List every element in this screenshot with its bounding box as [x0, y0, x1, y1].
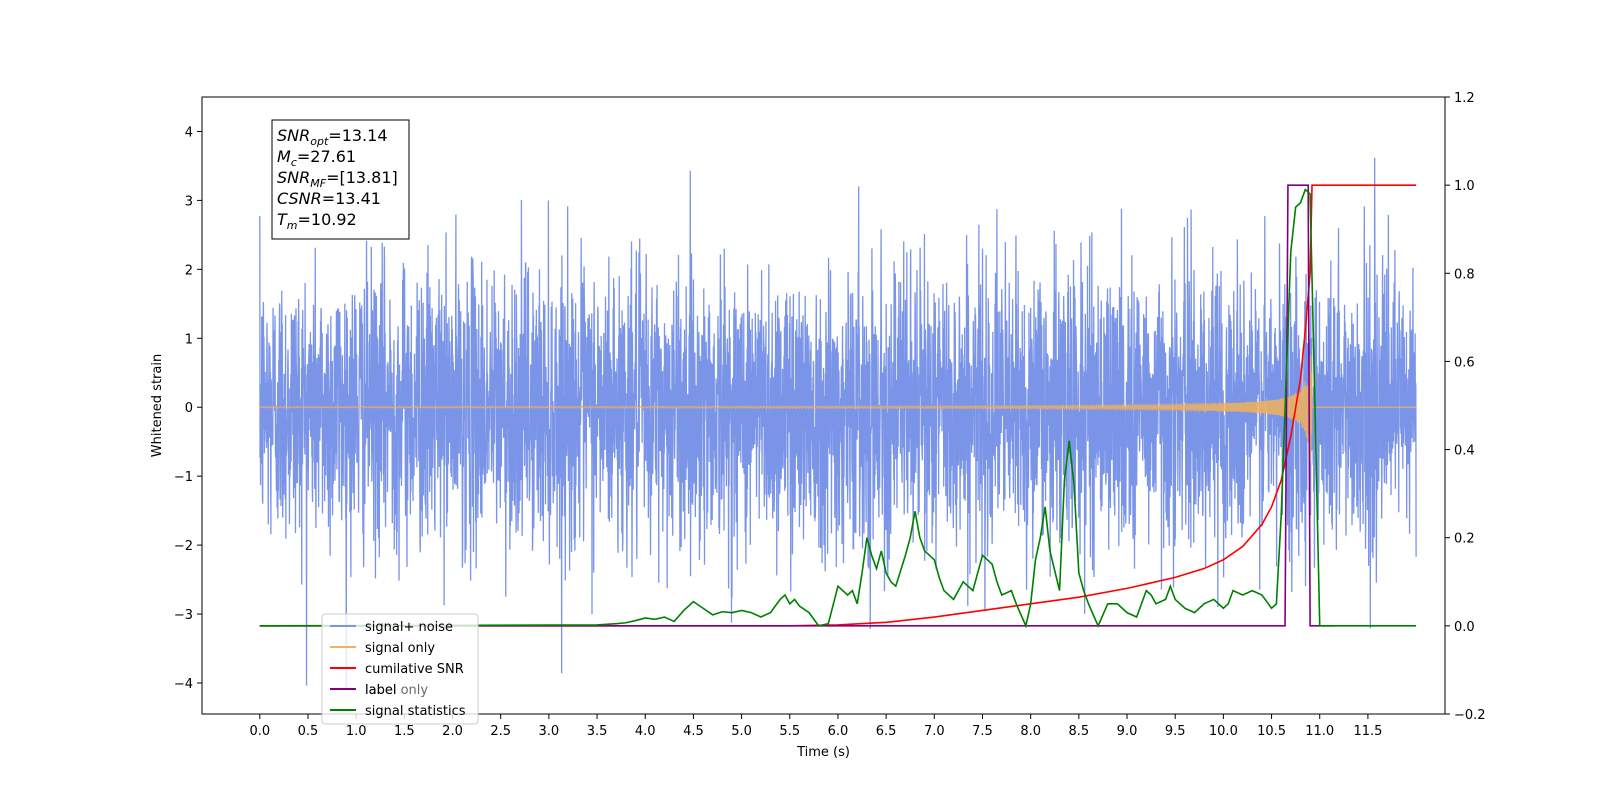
- x-tick-label: 6.0: [828, 724, 849, 739]
- y-tick-label: −4: [174, 677, 193, 692]
- series-signal-noise-line: [259, 157, 1417, 690]
- y2-tick-label: 0.0: [1454, 620, 1475, 635]
- annotation-line: CSNR=13.41: [277, 189, 381, 208]
- annotation-subscript: m: [287, 219, 298, 232]
- y-tick-label: 2: [185, 263, 193, 278]
- x-tick-label: 5.0: [731, 724, 752, 739]
- x-tick-label: 8.5: [1069, 724, 1090, 739]
- annotation-symbol: SNR: [277, 126, 310, 145]
- legend-label: signal only: [365, 641, 435, 656]
- legend-frame: [321, 613, 479, 725]
- annotation-line: SNRMF=[13.81]: [277, 168, 398, 190]
- annotation-value: =13.41: [322, 189, 381, 208]
- series-cumulative-snr-line: [259, 184, 1417, 627]
- x-tick-label: 3.5: [587, 724, 608, 739]
- y2-tick-label: 1.0: [1454, 179, 1475, 194]
- series-label-line: [259, 184, 1335, 627]
- annotation-line: Tm=10.92: [277, 210, 357, 232]
- legend-label: label: [365, 683, 396, 698]
- x-tick-label: 10.0: [1209, 724, 1238, 739]
- annotation-line: Mc=27.61: [277, 147, 356, 169]
- x-tick-label: 10.5: [1257, 724, 1286, 739]
- y-tick-label: −2: [174, 539, 193, 554]
- y2-tick-label: 0.4: [1454, 444, 1475, 459]
- x-tick-label: 6.5: [876, 724, 897, 739]
- legend-label: signal+ noise: [365, 620, 453, 635]
- y2-tick-label: −0.2: [1454, 708, 1486, 723]
- axes-frame: [201, 96, 1446, 715]
- x-tick-label: 7.0: [924, 724, 945, 739]
- x-tick-label: 8.0: [1020, 724, 1041, 739]
- x-tick-label: 1.5: [394, 724, 415, 739]
- annotation-symbol: SNR: [277, 168, 310, 187]
- x-tick-label: 4.5: [683, 724, 704, 739]
- x-tick-label: 9.0: [1117, 724, 1138, 739]
- annotation-symbol: T: [277, 210, 288, 229]
- x-tick-label: 2.5: [490, 724, 511, 739]
- annotation-frame: [271, 119, 410, 240]
- legend-label: signal statistics: [365, 704, 466, 719]
- legend: signal+ noise signal only cumilative SNR la…: [321, 613, 479, 725]
- x-tick-label: 0.5: [298, 724, 319, 739]
- x-tick-label: 3.0: [539, 724, 560, 739]
- x-tick-label: 4.0: [635, 724, 656, 739]
- annotation-box: SNRopt=13.14Mc=27.61SNRMF=[13.81]CSNR=13…: [271, 119, 410, 240]
- annotation-line: SNRopt=13.14: [277, 126, 388, 148]
- legend-label: cumilative SNR: [365, 662, 464, 677]
- annotation-value: =13.14: [328, 126, 387, 145]
- x-tick-label: 11.0: [1305, 724, 1334, 739]
- x-axis-label: Time (s): [796, 745, 850, 760]
- annotation-subscript: c: [291, 156, 297, 169]
- y-tick-label: 3: [185, 194, 193, 209]
- x-tick-label: 5.5: [779, 724, 800, 739]
- axes: 0.0 0.5 1.0 1.5 2.0 2.5 3.0 3.5 4.0 4.5 5.0 5.5 6.0 6…: [150, 91, 1486, 760]
- y-axis-label: Whitened strain: [150, 354, 165, 457]
- y-tick-label: −3: [174, 608, 193, 623]
- series-signal-statistics-line: [259, 188, 1417, 629]
- annotation-subscript: MF: [310, 177, 326, 190]
- y-tick-label: 4: [185, 125, 193, 140]
- x-tick-label: 0.0: [249, 724, 270, 739]
- y2-tick-label: 0.2: [1454, 532, 1475, 547]
- annotation-subscript: opt: [310, 135, 329, 148]
- y-tick-label: 1: [185, 332, 193, 347]
- annotation-value: =27.61: [297, 147, 356, 166]
- x-tick-label: 9.5: [1165, 724, 1186, 739]
- x-tick-label: 7.5: [972, 724, 993, 739]
- y-tick-label: −1: [174, 470, 193, 485]
- x-tick-label: 11.5: [1353, 724, 1382, 739]
- y-tick-label: 0: [185, 401, 193, 416]
- annotation-symbol: CSNR: [277, 189, 322, 208]
- annotation-value: =10.92: [298, 210, 357, 229]
- y2-tick-label: 1.2: [1454, 91, 1475, 106]
- annotation-value: =[13.81]: [326, 168, 398, 187]
- x-tick-label: 1.0: [346, 724, 367, 739]
- plot-area: [259, 157, 1417, 690]
- legend-label-label-only: label only: [365, 683, 428, 698]
- x-tick-label: 2.0: [442, 724, 463, 739]
- series-signal-only-line: [259, 355, 1417, 462]
- y2-tick-label: 0.8: [1454, 267, 1475, 282]
- annotation-symbol: M: [277, 147, 291, 166]
- y2-tick-label: 0.6: [1454, 355, 1475, 370]
